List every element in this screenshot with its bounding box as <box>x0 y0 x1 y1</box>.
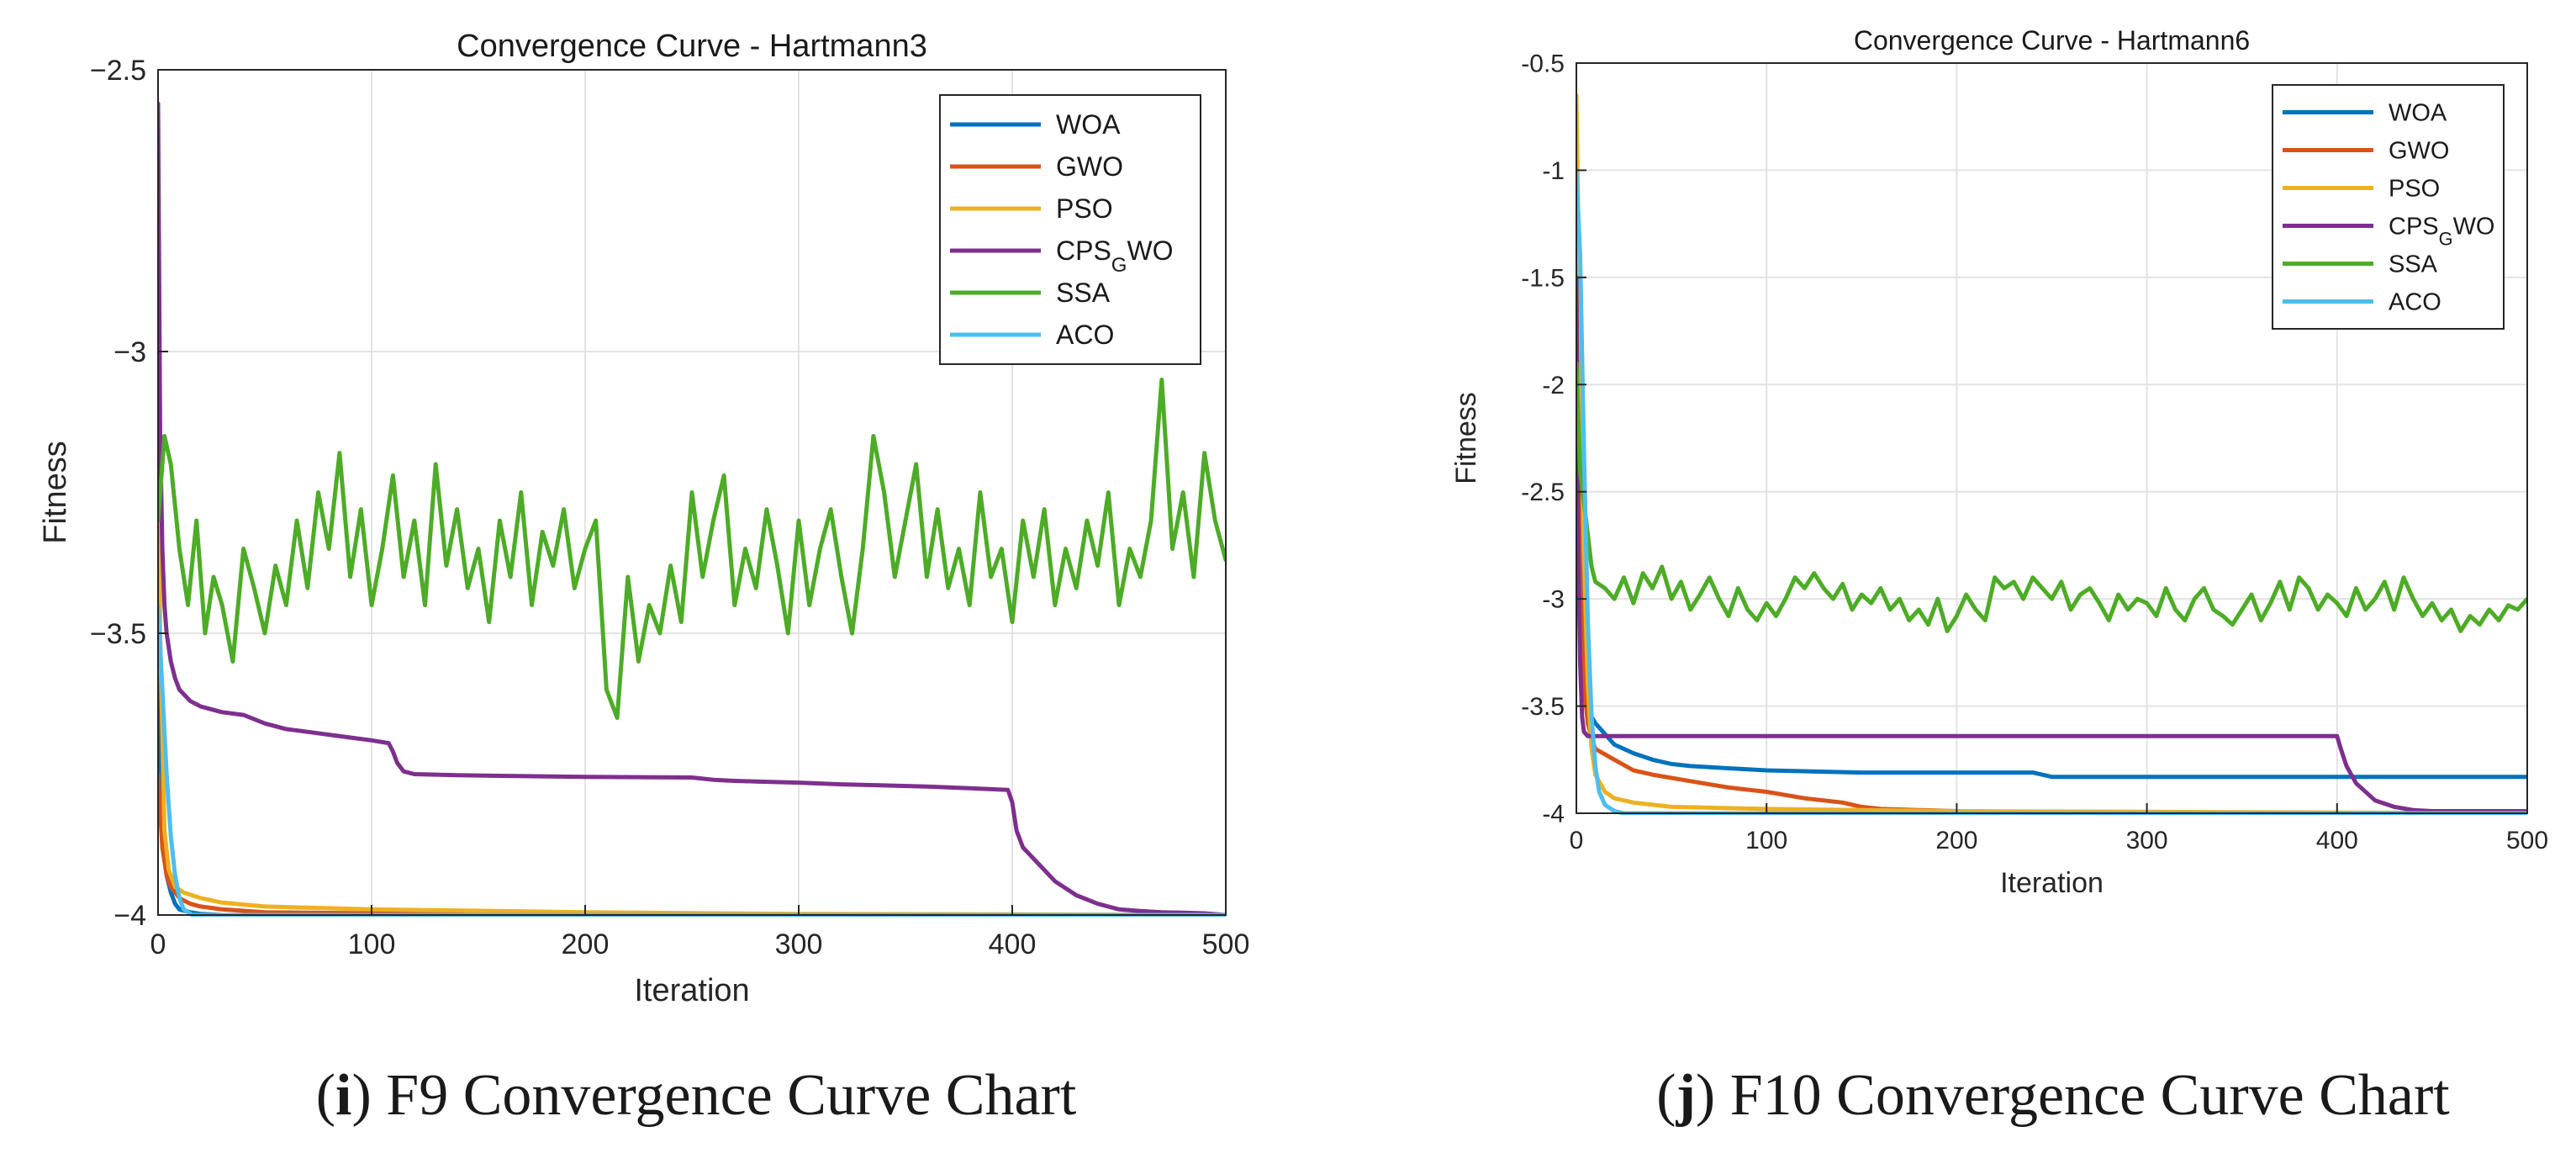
axes-box <box>1576 62 2528 814</box>
legend-label-pso: PSO <box>1056 193 1113 224</box>
y-tick-label: −3 <box>113 336 146 368</box>
legend-label-cpsgwo: CPSGWO <box>2389 214 2495 250</box>
x-tick-label: 400 <box>2316 827 2358 854</box>
x-tick-label: 0 <box>1570 827 1584 854</box>
y-tick-label: −2.5 <box>90 55 146 87</box>
x-tick-label: 200 <box>562 928 610 960</box>
x-tick-label: 300 <box>775 928 823 960</box>
x-tick-label: 500 <box>2506 827 2548 854</box>
y-tick-label: −3.5 <box>90 618 146 650</box>
y-tick-label: −4 <box>113 900 146 932</box>
legend-label-ssa: SSA <box>2389 251 2438 278</box>
y-tick-label: -0.5 <box>1521 50 1565 78</box>
x-axis-label: Iteration <box>2000 867 2104 899</box>
legend-label-cpsgwo: CPSGWO <box>1056 235 1174 277</box>
y-tick-label: -1.5 <box>1521 264 1565 292</box>
series-line-ssa <box>1576 361 2527 633</box>
legend-box <box>2272 84 2505 330</box>
chart-hartmann6: 0 100 200 300 400 500 -4 -3.5 -3 -2.5 -2 -1.5 -1 -0.5… <box>1450 25 2548 899</box>
y-axis-label: Fitness <box>1450 392 1482 484</box>
legend-box <box>939 94 1201 365</box>
y-tick-label: -4 <box>1542 801 1565 828</box>
axes-box <box>157 69 1227 916</box>
series-line-cpsgwo <box>1576 275 2527 813</box>
legend-label-woa: WOA <box>1056 109 1121 140</box>
series-line-cpsgwo <box>158 101 1226 917</box>
caption-f9: (i) F9 Convergence Curve Chart <box>316 1063 1077 1128</box>
x-tick-label: 100 <box>348 928 396 960</box>
y-tick-label: -2 <box>1542 372 1565 399</box>
chart-hartmann3: 0 100 200 300 400 500 −4 −3.5 −3 −2.5 Convergence … <box>38 29 1249 1008</box>
legend-label-ssa: SSA <box>1056 278 1111 308</box>
x-tick-label: 100 <box>1745 827 1787 854</box>
y-tick-label: -1 <box>1542 157 1565 185</box>
legend-label-aco: ACO <box>1056 320 1114 350</box>
chart-title: Convergence Curve - Hartmann6 <box>1854 25 2250 56</box>
x-axis-label: Iteration <box>634 973 749 1008</box>
y-tick-label: -3 <box>1542 586 1565 614</box>
caption-f10: (j) F10 Convergence Curve Chart <box>1656 1063 2450 1128</box>
legend-label-pso: PSO <box>2389 176 2440 203</box>
x-tick-label: 0 <box>150 928 166 960</box>
y-axis-label: Fitness <box>38 441 73 543</box>
legend-label-gwo: GWO <box>1056 151 1123 182</box>
x-tick-label: 400 <box>989 928 1037 960</box>
legend-label-woa: WOA <box>2389 100 2447 127</box>
y-tick-label: -3.5 <box>1521 693 1565 721</box>
legend-label-gwo: GWO <box>2389 138 2450 165</box>
x-tick-label: 500 <box>1202 928 1250 960</box>
series-line-ssa <box>158 378 1226 720</box>
legend-label-aco: ACO <box>2389 289 2441 316</box>
chart-title: Convergence Curve - Hartmann3 <box>457 29 927 64</box>
x-tick-label: 300 <box>2126 827 2168 854</box>
x-tick-label: 200 <box>1935 827 1977 854</box>
y-tick-label: -2.5 <box>1521 479 1565 506</box>
